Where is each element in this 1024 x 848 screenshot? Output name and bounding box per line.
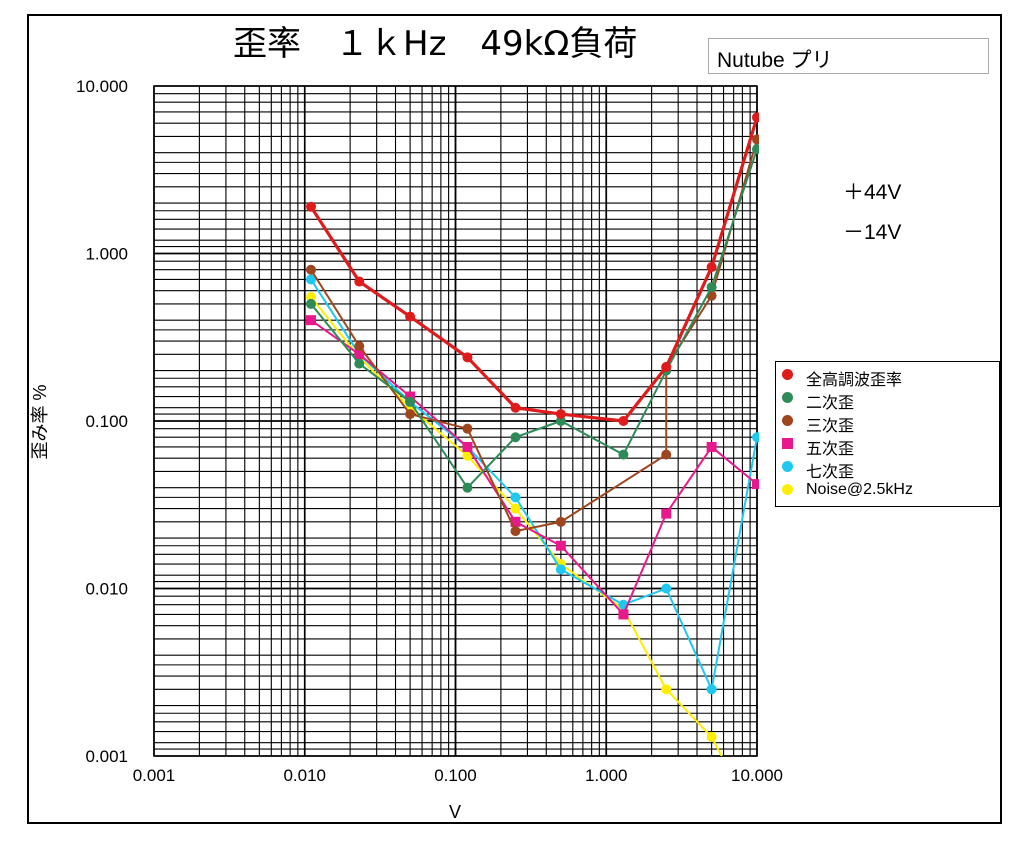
data-point-h5 xyxy=(305,315,316,326)
data-point-thd xyxy=(405,311,416,322)
chart-title: 歪率 １ｋHz 49kΩ負荷 xyxy=(233,24,638,64)
data-point-h2 xyxy=(462,482,473,493)
y-tick-label: 10.000 xyxy=(76,77,128,96)
data-point-h3 xyxy=(661,449,672,460)
data-point-noise xyxy=(706,731,717,742)
data-point-thd xyxy=(752,112,759,123)
data-point-h3 xyxy=(510,526,521,537)
legend-label-h5: 五次歪 xyxy=(806,441,855,458)
supply-plus-label: ＋44V xyxy=(843,181,902,204)
legend-marker-noise xyxy=(782,484,793,495)
legend-marker-thd xyxy=(782,369,793,380)
data-point-h3 xyxy=(462,423,473,434)
x-tick-label: 0.100 xyxy=(434,766,477,785)
data-point-h3 xyxy=(405,409,416,420)
data-point-h2 xyxy=(510,432,521,443)
data-point-h5 xyxy=(752,479,759,490)
data-point-h2 xyxy=(618,449,629,460)
data-point-noise xyxy=(661,684,672,695)
legend-label-noise: Noise@2.5kHz xyxy=(806,481,913,498)
data-point-noise xyxy=(462,450,473,461)
data-point-thd xyxy=(354,276,365,287)
series-line-h2 xyxy=(310,148,758,489)
data-point-h7 xyxy=(555,564,566,575)
legend-label-h7: 七次歪 xyxy=(806,464,855,481)
data-point-h5 xyxy=(405,391,416,402)
series-line-h3 xyxy=(310,139,758,533)
data-point-h3 xyxy=(305,264,316,275)
data-point-h5 xyxy=(618,609,629,620)
series-h2 xyxy=(305,144,759,493)
data-point-thd xyxy=(661,362,672,373)
grid xyxy=(153,85,758,757)
data-point-thd xyxy=(618,416,629,426)
device-label: Nutube プリ xyxy=(708,38,989,74)
series-thd xyxy=(305,112,759,426)
legend-marker-h7 xyxy=(782,461,793,472)
data-point-h2 xyxy=(706,282,717,293)
series-line-h5 xyxy=(310,319,758,616)
chart-frame xyxy=(27,14,1002,824)
data-point-h3 xyxy=(555,516,566,527)
data-point-h7 xyxy=(510,492,521,503)
data-point-h5 xyxy=(555,540,566,551)
legend-marker-h3 xyxy=(782,415,793,426)
legend-marker-h5 xyxy=(782,438,793,449)
legend-label-h2: 二次歪 xyxy=(806,395,855,412)
data-point-h2 xyxy=(752,144,759,155)
y-tick-label: 0.010 xyxy=(85,580,128,599)
y-tick-label: 0.001 xyxy=(85,747,128,766)
data-point-thd xyxy=(555,409,566,420)
y-axis-label: 歪み率 % xyxy=(30,384,50,459)
legend-label-h3: 三次歪 xyxy=(806,418,855,435)
data-point-h5 xyxy=(510,516,521,527)
data-point-thd xyxy=(305,201,316,212)
data-point-h7 xyxy=(752,432,759,443)
data-point-h5 xyxy=(354,349,365,360)
x-axis-label: V xyxy=(449,802,461,822)
data-point-h7 xyxy=(706,684,717,695)
data-point-noise xyxy=(305,291,316,302)
data-point-h2 xyxy=(305,298,316,309)
data-point-h2 xyxy=(405,396,416,407)
data-point-h2 xyxy=(555,416,566,426)
x-tick-label: 0.010 xyxy=(283,766,326,785)
data-point-h5 xyxy=(661,508,672,519)
x-tick-labels: 0.001 0.010 0.100 1.000 10.000 xyxy=(133,766,783,785)
series-line-thd xyxy=(309,116,759,423)
y-tick-labels: 0.001 0.010 0.100 1.000 10.000 xyxy=(76,77,128,766)
series-layer xyxy=(305,112,759,756)
data-point-thd xyxy=(706,262,717,273)
y-tick-label: 0.100 xyxy=(85,412,128,431)
legend-marker-h2 xyxy=(782,392,793,403)
supply-minus-label: －14V xyxy=(843,221,902,244)
data-point-h3 xyxy=(752,134,759,145)
data-point-h2 xyxy=(354,358,365,369)
data-point-h7 xyxy=(305,274,316,285)
data-point-noise xyxy=(510,503,521,514)
data-point-h3 xyxy=(354,341,365,352)
data-point-h5 xyxy=(462,441,473,452)
data-point-h7 xyxy=(661,583,672,594)
legend: 全高調波歪率 二次歪 三次歪 五次歪 七次歪 Noise@2.5kHz xyxy=(775,361,1000,507)
series-h3 xyxy=(305,134,759,537)
series-h5 xyxy=(305,315,759,620)
data-point-thd xyxy=(462,352,473,363)
x-tick-label: 0.001 xyxy=(133,766,176,785)
y-tick-label: 1.000 xyxy=(85,245,128,264)
x-tick-label: 1.000 xyxy=(585,766,628,785)
data-point-h5 xyxy=(706,441,717,452)
data-point-thd xyxy=(510,402,521,413)
x-tick-label: 10.000 xyxy=(731,766,783,785)
legend-label-thd: 全高調波歪率 xyxy=(806,372,903,389)
